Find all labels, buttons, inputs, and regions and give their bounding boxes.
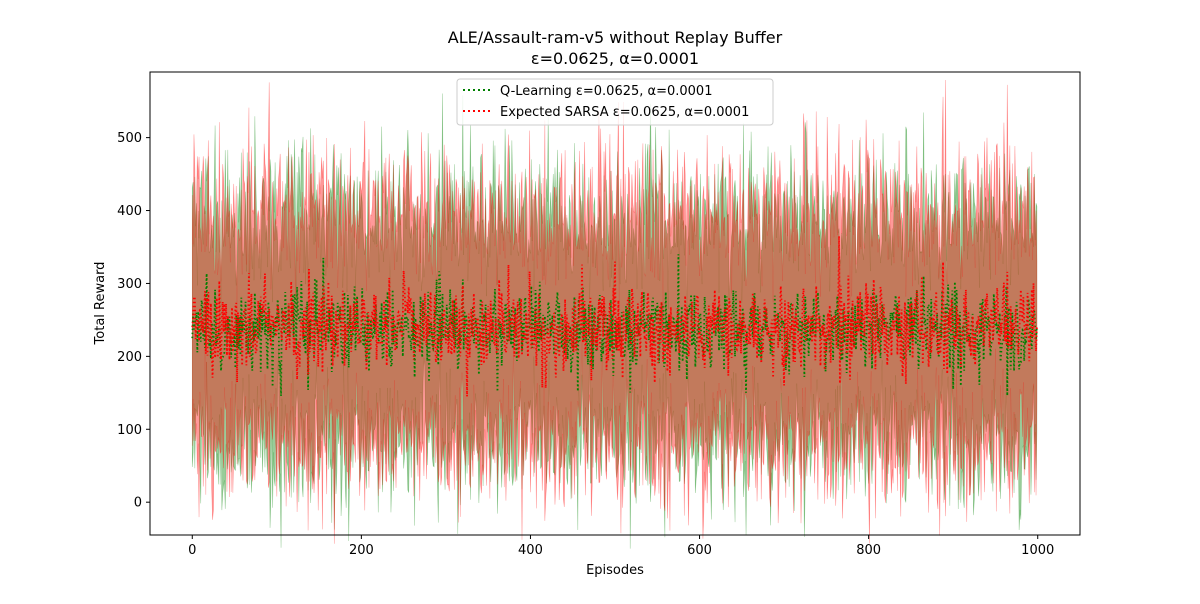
y-tick-label: 400 [117, 204, 142, 219]
legend-label-expected-sarsa: Expected SARSA ε=0.0625, α=0.0001 [500, 105, 749, 120]
legend: Q-Learning ε=0.0625, α=0.0001 Expected S… [456, 78, 774, 126]
chart-title: ALE/Assault-ram-v5 without Replay Buffer [448, 28, 783, 47]
y-axis: 0 100 200 300 400 500 [117, 131, 150, 511]
x-tick-label: 200 [349, 543, 374, 558]
y-axis-label: Total Reward [93, 262, 108, 346]
y-tick-label: 300 [117, 277, 142, 292]
x-tick-label: 1000 [1021, 543, 1054, 558]
legend-label-q-learning: Q-Learning ε=0.0625, α=0.0001 [500, 84, 712, 99]
plot-area [191, 79, 1038, 549]
band-expected-sarsa [191, 79, 1038, 544]
series-line-expected-sarsa [191, 236, 1038, 397]
x-tick-label: 400 [518, 543, 543, 558]
plot-frame [149, 71, 1081, 536]
y-tick-label: 200 [117, 350, 142, 365]
y-tick-label: 100 [117, 423, 142, 438]
x-tick-label: 800 [856, 543, 881, 558]
legend-box [456, 78, 774, 126]
x-axis: 0 200 400 600 800 1000 [188, 535, 1054, 558]
band-q-learning [191, 93, 1038, 549]
x-tick-label: 600 [687, 543, 712, 558]
chart-subtitle: ε=0.0625, α=0.0001 [531, 49, 699, 68]
x-axis-label: Episodes [586, 563, 644, 578]
x-tick-label: 0 [188, 543, 196, 558]
y-tick-label: 500 [117, 131, 142, 146]
y-tick-label: 0 [134, 496, 142, 511]
